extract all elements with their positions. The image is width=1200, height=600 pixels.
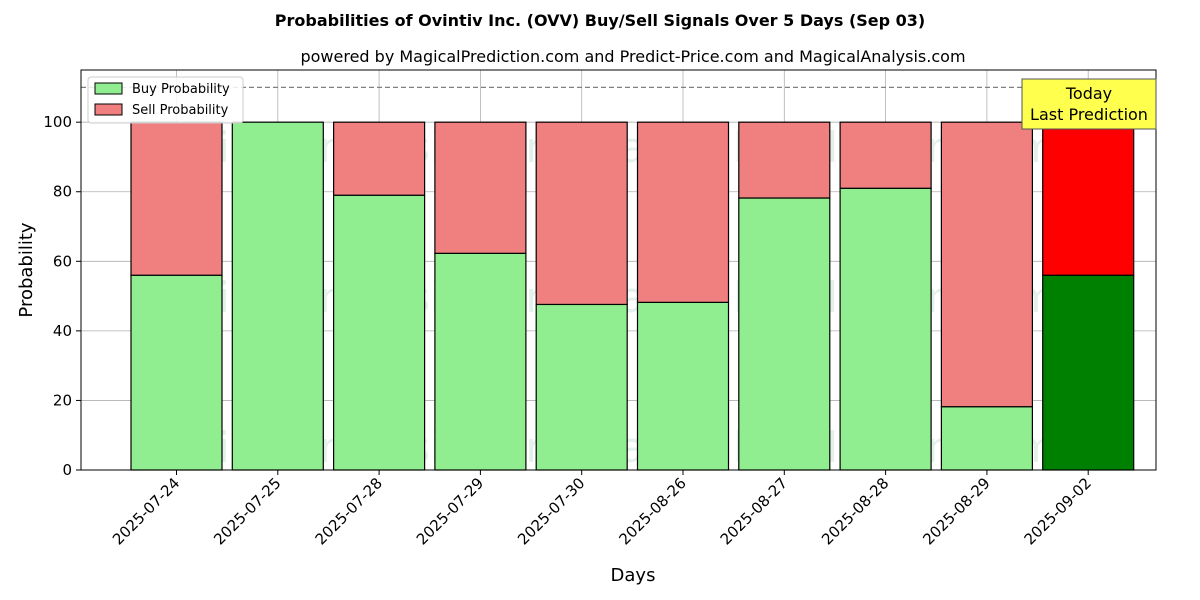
bar-sell-5 bbox=[636, 121, 730, 303]
legend: Buy Probability Sell Probability bbox=[87, 76, 244, 124]
bar-sell-9 bbox=[1042, 121, 1135, 276]
bar-sell-6 bbox=[738, 121, 831, 199]
bars bbox=[130, 121, 1135, 471]
bar-buy-1 bbox=[231, 121, 324, 471]
x-tick-label: 2025-08-27 bbox=[717, 474, 791, 548]
x-tick-label: 2025-07-25 bbox=[210, 474, 284, 548]
chart-title: Probabilities of Ovintiv Inc. (OVV) Buy/… bbox=[275, 11, 925, 30]
y-tick-label: 60 bbox=[53, 252, 72, 270]
y-axis-label: Probability bbox=[16, 222, 37, 317]
x-tick-label: 2025-08-28 bbox=[818, 474, 892, 548]
x-axis-ticks: 2025-07-24 2025-07-25 2025-07-28 2025-07-29… bbox=[109, 470, 1095, 548]
y-tick-label: 80 bbox=[53, 183, 72, 201]
legend-swatch-0 bbox=[94, 82, 123, 95]
bar-buy-0 bbox=[130, 274, 223, 471]
bar-buy-9 bbox=[1042, 274, 1135, 471]
legend-label-0: Buy Probability bbox=[132, 82, 230, 97]
annotation-line-1: Last Prediction bbox=[1030, 105, 1148, 124]
bar-buy-4 bbox=[535, 303, 628, 471]
bar-sell-8 bbox=[940, 121, 1034, 408]
x-tick-label: 2025-09-02 bbox=[1021, 474, 1095, 548]
x-tick-label: 2025-07-28 bbox=[312, 474, 386, 548]
annotation-line-0: Today bbox=[1065, 84, 1112, 103]
today-annotation: Today Last Prediction bbox=[1021, 78, 1157, 130]
bar-sell-4 bbox=[535, 121, 628, 306]
bar-buy-2 bbox=[333, 194, 426, 471]
x-tick-label: 2025-07-24 bbox=[109, 474, 183, 548]
x-axis-label: Days bbox=[611, 565, 656, 586]
annotation-box bbox=[1021, 78, 1157, 130]
y-tick-label: 100 bbox=[43, 113, 72, 131]
x-tick-label: 2025-08-26 bbox=[615, 474, 689, 548]
legend-label-1: Sell Probability bbox=[132, 103, 229, 118]
y-tick-label: 20 bbox=[53, 391, 72, 409]
y-tick-label: 0 bbox=[62, 461, 72, 479]
chart-subtitle: powered by MagicalPrediction.com and Pre… bbox=[300, 47, 965, 66]
bar-buy-5 bbox=[636, 301, 730, 471]
legend-swatch-1 bbox=[94, 103, 123, 116]
bar-sell-2 bbox=[333, 121, 426, 196]
bar-sell-0 bbox=[130, 121, 223, 276]
bar-sell-7 bbox=[839, 121, 932, 189]
legend-box bbox=[87, 76, 244, 124]
bar-sell-3 bbox=[434, 121, 527, 254]
x-tick-label: 2025-07-30 bbox=[514, 474, 588, 548]
y-tick-label: 40 bbox=[53, 322, 72, 340]
bar-buy-6 bbox=[738, 197, 831, 471]
bar-buy-3 bbox=[434, 252, 527, 471]
x-tick-label: 2025-07-29 bbox=[413, 474, 487, 548]
bar-buy-7 bbox=[839, 187, 932, 471]
y-axis-ticks: 0 20 40 60 80 100 bbox=[43, 113, 81, 479]
x-tick-label: 2025-08-29 bbox=[919, 474, 993, 548]
plot-frame bbox=[80, 69, 1157, 471]
bar-buy-8 bbox=[940, 406, 1034, 471]
